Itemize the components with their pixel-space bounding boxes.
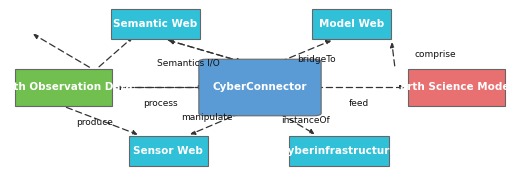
FancyBboxPatch shape xyxy=(408,69,504,106)
Text: feed: feed xyxy=(349,99,370,108)
Text: Earth Science Models: Earth Science Models xyxy=(393,82,519,93)
Text: Semantics I/O: Semantics I/O xyxy=(157,58,220,67)
Text: manipulate: manipulate xyxy=(181,113,232,122)
Text: Sensor Web: Sensor Web xyxy=(133,146,203,156)
FancyBboxPatch shape xyxy=(289,135,388,166)
FancyBboxPatch shape xyxy=(312,9,391,40)
FancyBboxPatch shape xyxy=(199,59,321,116)
Text: Model Web: Model Web xyxy=(319,19,384,29)
FancyBboxPatch shape xyxy=(16,69,112,106)
Text: produce: produce xyxy=(76,118,113,127)
Text: Cyberinfrastructure: Cyberinfrastructure xyxy=(281,146,397,156)
Text: process: process xyxy=(144,99,178,108)
Text: comprise: comprise xyxy=(415,50,457,60)
FancyBboxPatch shape xyxy=(111,9,200,40)
Text: Earth Observation Data: Earth Observation Data xyxy=(0,82,133,93)
Text: Semantic Web: Semantic Web xyxy=(113,19,198,29)
Text: CyberConnector: CyberConnector xyxy=(213,82,307,93)
Text: instanceOf: instanceOf xyxy=(281,116,330,125)
FancyBboxPatch shape xyxy=(129,135,208,166)
Text: bridgeTo: bridgeTo xyxy=(297,55,335,64)
